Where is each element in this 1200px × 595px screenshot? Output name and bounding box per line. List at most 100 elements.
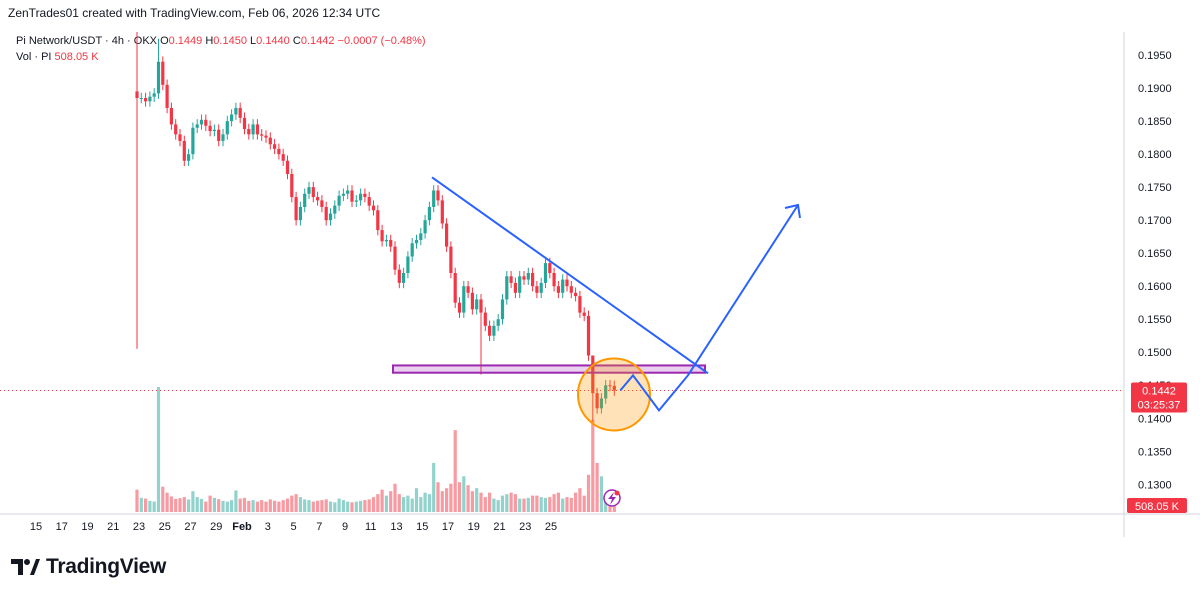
volume-bar [423,492,427,512]
volume-bar [548,497,552,512]
volume-bar [273,500,277,512]
time-tick-label: 7 [316,521,322,533]
price-tick-label: 0.1950 [1138,50,1172,62]
lightning-icon[interactable] [603,489,621,507]
volume-bar [569,497,573,512]
candle [595,387,599,414]
candle [574,287,578,302]
volume-bar [483,497,487,512]
time-tick-label: 25 [545,521,557,533]
volume-bar [221,500,225,512]
close-value: 0.1442 [300,35,335,47]
candle [492,320,496,342]
volume-bar [410,498,414,512]
candle [247,123,251,140]
candle [509,271,513,289]
volume-bar [402,497,406,512]
low-value: 0.1440 [256,35,290,47]
bar-countdown: 03:25:37 [1138,400,1181,412]
price-tick-label: 0.1750 [1138,182,1172,194]
time-tick-label: 15 [30,521,42,533]
candle [359,188,363,206]
projected-path-arrow[interactable] [619,204,799,412]
candle [268,132,272,150]
candle [432,185,436,213]
descending-trendline[interactable] [431,176,709,375]
volume-bar [152,501,156,512]
volume-bar [599,476,603,512]
time-tick-label: 13 [390,521,402,533]
price-axis[interactable]: 0.1950 0.1900 0.1850 0.1800 0.1750 0.1700 0.16… [1138,50,1172,491]
candle [320,195,324,213]
price-tick-label: 0.1850 [1138,116,1172,128]
volume-bar [212,497,216,512]
volume-bar [543,497,548,512]
candle [479,294,483,375]
volume-bar [156,387,161,512]
volume-bar [225,501,229,512]
candle [178,129,182,147]
volume-bar [350,502,354,512]
candle [363,188,367,203]
volume-bar [556,492,560,512]
support-zone-rectangle[interactable] [392,364,706,374]
time-tick-label: 17 [442,521,454,533]
candle [324,201,328,226]
candle [298,201,302,226]
candle [238,102,242,124]
symbol-label[interactable]: Pi Network/USDT · 4h · OKX [16,35,157,47]
volume-bar [586,474,591,512]
candle [255,119,259,140]
volume-bar [148,500,152,512]
volume-bar [440,491,444,512]
volume-bar [264,501,268,512]
volume-label[interactable]: Vol · PI [16,51,52,63]
candle [543,257,548,289]
volume-bar [316,500,320,512]
volume-bar [445,488,449,512]
volume-bar [414,488,419,512]
candle [414,234,419,249]
arrowhead-icon [784,203,801,219]
candle [182,135,186,167]
volume-bar [397,494,401,512]
candle [217,124,221,147]
candle [565,274,569,292]
volume-bar [161,486,165,512]
highlight-circle[interactable] [577,357,651,432]
candle [260,129,264,141]
candle [242,112,247,135]
volume-bar [204,501,208,512]
candle [569,280,573,299]
volume-bar [268,499,272,512]
candle [277,143,281,160]
volume-bar [363,500,367,512]
candle [169,102,173,130]
time-tick-label: 19 [468,521,480,533]
price-tick-label: 0.1300 [1138,479,1172,491]
volume-bar [526,497,530,512]
price-tick-label: 0.1400 [1138,413,1172,425]
candle [402,267,406,289]
candle [273,138,277,155]
candle [251,119,255,140]
time-tick-label: 21 [107,521,119,533]
candle [445,218,449,252]
time-tick-label: 23 [519,521,531,533]
candle [346,185,350,200]
time-tick-label: 9 [342,521,348,533]
volume-bar [354,501,358,512]
candle [204,114,208,132]
time-tick-label: 17 [56,521,68,533]
time-axis[interactable]: 15 17 19 21 23 25 27 29 Feb 3 5 7 9 11 13 15 17 19 21 23 25 [30,521,557,533]
volume-bar [255,501,259,512]
volume-bar [509,492,513,512]
candle [148,91,152,107]
candle [333,200,337,219]
candle [367,191,371,211]
candle [578,290,582,318]
candle [199,114,204,130]
volume-bar [612,504,616,512]
volume-bar [582,495,586,512]
